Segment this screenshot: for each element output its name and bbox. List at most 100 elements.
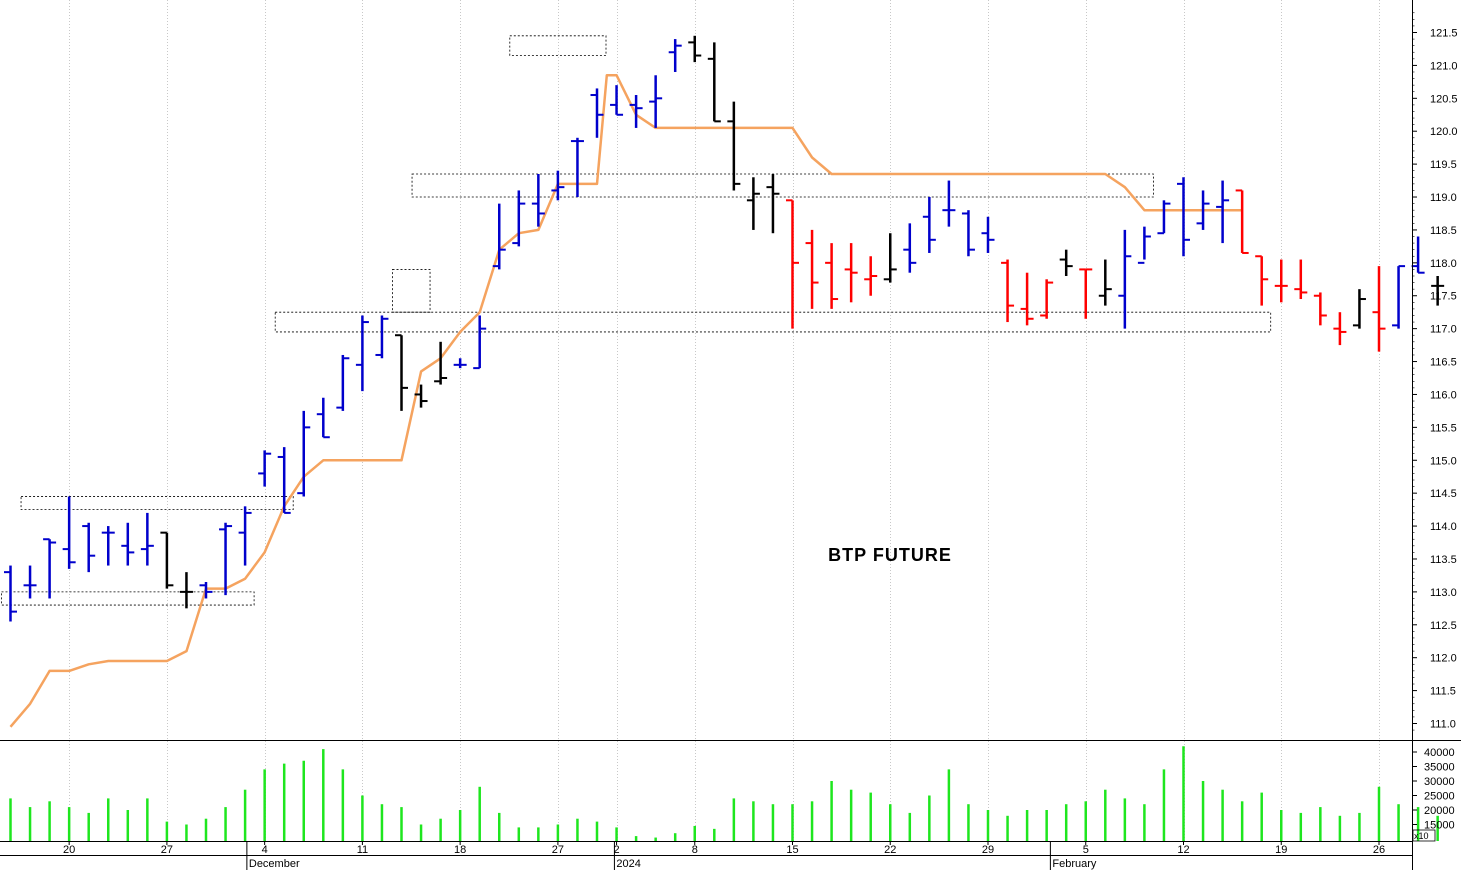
price-tick-label: 121.5 [1430,28,1458,40]
ohlc-bar [981,216,995,253]
ohlc-bar [825,243,839,309]
consolidation-boxes [1,35,1272,606]
date-tick-label: 27 [161,844,173,856]
ohlc-bar [1352,289,1366,329]
ohlc-bar [277,447,291,514]
ohlc-bar [786,199,799,329]
price-tick-label: 113.5 [1430,554,1457,566]
ohlc-bar [551,170,565,201]
trailing-band-line [9,74,1243,728]
ohlc-bar [707,42,721,123]
range-box [1,591,255,606]
ohlc-bar [62,496,76,569]
ohlc-bar [864,256,878,296]
ohlc-bar [336,354,350,411]
ohlc-bar [43,538,57,599]
ohlc-bar [1372,266,1386,352]
grid-lines [69,0,1380,841]
ohlc-bar [355,315,369,392]
price-tick-label: 113.0 [1430,587,1457,599]
ohlc-bar [727,101,741,191]
ohlc-bar [4,565,17,622]
ohlc-bar [1118,229,1132,329]
ohlc-bar [531,173,545,227]
ohlc-bar [1157,200,1171,235]
date-tick-label: 12 [1177,844,1189,856]
ohlc-bar [590,88,604,138]
range-box [411,173,1154,198]
ohlc-bar [1137,226,1151,264]
volume-tick-label: 40000 [1424,747,1455,759]
ohlc-bar [199,582,213,599]
ohlc-bar [1431,275,1445,306]
ohlc-bar [1313,292,1327,326]
price-tick-label: 112.0 [1430,653,1457,665]
price-tick-label: 117.0 [1430,324,1457,336]
price-bars [4,35,1445,622]
ohlc-bar [1001,259,1015,323]
ohlc-bar [1274,259,1288,303]
ohlc-bar [805,229,819,309]
ohlc-bar [903,223,917,273]
ohlc-bar [258,450,272,487]
ohlc-bar [238,506,252,566]
ohlc-bar [1040,279,1054,319]
price-tick-label: 120.5 [1430,93,1458,105]
ohlc-bar [375,315,389,359]
price-tick-label: 118.5 [1430,225,1457,237]
ohlc-bar [883,233,897,283]
ohlc-bar [473,315,487,370]
date-tick-label: 18 [454,844,466,856]
date-tick-label: 8 [692,844,698,856]
date-tick-label: 5 [1083,844,1089,856]
ohlc-bar [649,75,663,128]
date-tick-label: 11 [357,844,368,856]
date-tick-label: 20 [63,844,75,856]
volume-tick-label: 35000 [1424,762,1455,774]
price-tick-label: 111.0 [1430,719,1456,731]
ohlc-bar [1333,312,1347,346]
ohlc-bar [492,203,506,270]
ohlc-bar [1020,272,1034,326]
price-tick-label: 121.0 [1430,60,1458,72]
ohlc-bar [434,341,448,385]
date-tick-label: 29 [982,844,994,856]
ohlc-bar [629,95,643,128]
ohlc-bar [219,522,233,596]
price-tick-label: 119.5 [1430,159,1457,171]
ohlc-bar [1255,255,1269,306]
ohlc-bar [453,358,467,369]
ohlc-bar [1235,189,1249,254]
month-label: 2024 [616,858,640,870]
date-tick-label: 2 [613,844,619,856]
date-tick-label: 26 [1373,844,1385,856]
price-tick-label: 116.5 [1430,357,1457,369]
volume-tick-label: 30000 [1424,776,1455,788]
price-tick-label: 114.5 [1430,488,1457,500]
price-tick-label: 115.0 [1430,455,1457,467]
ohlc-bar [414,384,428,408]
ohlc-bar [121,522,135,566]
ohlc-bar [82,522,96,573]
ohlc-bar [179,572,193,609]
price-tick-label: 114.0 [1430,521,1457,533]
ohlc-bar [160,531,174,589]
volume-multiplier-label: x10 [1414,831,1429,841]
price-tick-label: 111.5 [1430,686,1456,698]
volume-tick-label: 25000 [1424,791,1455,803]
ohlc-bar [1294,259,1308,300]
volume-tick-label: 20000 [1424,805,1455,817]
ohlc-bar [746,177,760,230]
price-tick-label: 117.5 [1430,291,1457,303]
ohlc-bar [512,190,526,247]
month-label: December [249,858,300,870]
ohlc-bar [1059,249,1073,276]
range-box [274,311,1272,333]
price-tick-label: 119.0 [1430,192,1457,204]
ohlc-bar [610,85,624,116]
date-tick-label: 4 [262,844,268,856]
date-tick-label: 22 [884,844,896,856]
month-label: February [1052,858,1097,870]
volume-bars [9,746,1439,841]
